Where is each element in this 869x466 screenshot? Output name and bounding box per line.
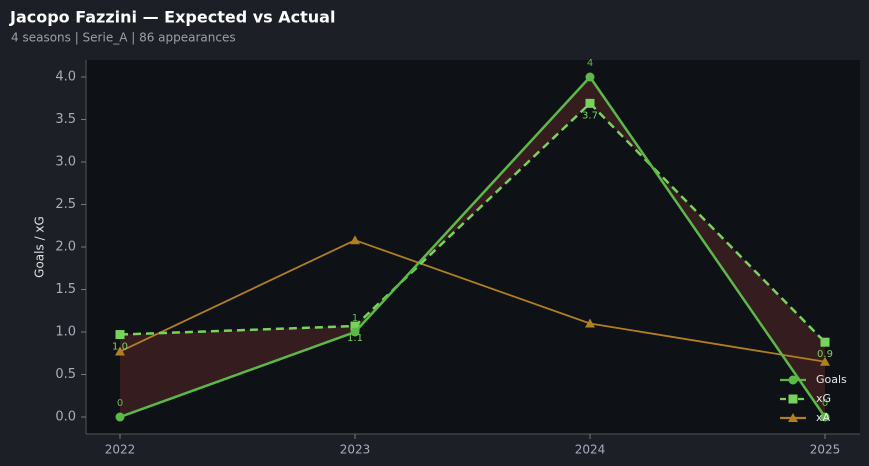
x-tick-label: 2025 [810, 443, 841, 457]
y-axis-label: Goals / xG [33, 216, 47, 278]
chart-title: Jacopo Fazzini — Expected vs Actual [9, 8, 335, 27]
y-tick-label: 4.0 [55, 70, 76, 85]
point [788, 394, 798, 404]
y-tick-label: 0.0 [55, 410, 76, 425]
data-label: 1.1 [347, 333, 363, 344]
x-tick-label: 2024 [575, 443, 606, 457]
point [350, 235, 360, 245]
data-label: 0 [117, 398, 123, 409]
point [788, 375, 798, 385]
y-tick-label: 1.0 [55, 325, 76, 340]
data-label: 1.0 [112, 342, 128, 353]
point [350, 321, 360, 331]
data-label: 1 [352, 313, 358, 324]
point [585, 98, 595, 108]
y-tick-label: 2.0 [55, 240, 76, 255]
chart-subtitle: 4 seasons | Serie_A | 86 appearances [11, 31, 236, 45]
legend-label: Goals [816, 373, 847, 386]
point [115, 330, 125, 340]
data-label: 4 [587, 58, 593, 69]
y-tick-label: 3.0 [55, 155, 76, 170]
y-tick-label: 0.5 [55, 367, 76, 382]
legend-label: xA [816, 411, 831, 424]
x-tick-label: 2022 [105, 443, 136, 457]
point [350, 327, 360, 337]
point [820, 337, 830, 347]
data-label: 0 [822, 398, 828, 409]
point [788, 413, 798, 422]
y-tick-label: 2.5 [55, 197, 76, 212]
y-tick-label: 3.5 [55, 112, 76, 127]
point [115, 412, 125, 422]
data-label: 3.7 [582, 110, 598, 121]
legend-label: xG [816, 392, 831, 405]
point [115, 346, 125, 356]
point [585, 318, 595, 328]
x-tick-label: 2023 [340, 443, 371, 457]
point [585, 72, 595, 82]
point [820, 412, 830, 422]
series-line [119, 75, 827, 419]
series-line [119, 101, 826, 344]
series-line [119, 239, 826, 363]
data-label: 0.9 [817, 349, 833, 360]
point [820, 356, 830, 366]
y-tick-label: 1.5 [55, 282, 76, 297]
